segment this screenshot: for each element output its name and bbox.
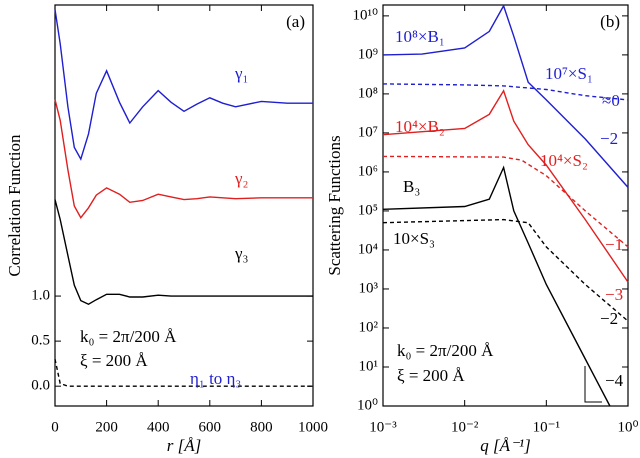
series-line <box>382 165 611 407</box>
x-tick-label: 10⁻² <box>451 419 479 435</box>
series-label: 10×S₃ <box>393 229 435 248</box>
series-line <box>54 358 313 387</box>
x-tick-label: 10⁻³ <box>369 419 397 435</box>
y-tick-label: 1.0 <box>31 288 50 304</box>
y-tick-label: 10⁶ <box>358 163 378 179</box>
annotation: −3 <box>605 285 623 304</box>
y-tick-label: 10⁹ <box>358 46 378 62</box>
series-label: B₃ <box>403 177 420 196</box>
y-axis-title: Scattering Functions <box>325 135 344 275</box>
y-tick-label: 10¹ <box>359 358 379 374</box>
y-tick-label: 10² <box>359 319 379 335</box>
x-tick-label: 10⁰ <box>617 419 638 435</box>
x-tick-label: 200 <box>95 419 118 435</box>
x-tick-label: 1000 <box>298 419 328 435</box>
series-label: γ₂ <box>234 169 248 188</box>
annotation: k₀ = 2π/200 Å <box>397 341 494 360</box>
series-line <box>54 199 313 305</box>
annotation: −4 <box>605 371 624 390</box>
y-tick-label: 10⁸ <box>358 85 378 101</box>
y-tick-label: 10⁷ <box>358 124 378 140</box>
annotation: ξ = 200 Å <box>397 366 465 385</box>
annotation: k₀ = 2π/200 Å <box>80 327 177 346</box>
series-line <box>382 155 629 248</box>
series-label: γ₁ <box>234 64 248 83</box>
y-tick-label: 0.5 <box>31 333 50 349</box>
series-label: γ₃ <box>234 244 249 263</box>
series-label: 10⁴×B₂ <box>395 117 445 136</box>
y-tick-label: 0.0 <box>31 378 50 394</box>
series-label: 10⁴×S₂ <box>540 151 588 170</box>
x-axis-title: r [Å] <box>167 436 201 455</box>
series-label: 10⁷×S₁ <box>545 64 593 83</box>
series-label: η₁ to η₃ <box>190 369 241 388</box>
y-axis-title: Correlation Function <box>5 134 24 277</box>
x-tick-label: 800 <box>250 419 273 435</box>
series-line <box>382 4 629 188</box>
series-line <box>54 9 313 161</box>
x-tick-label: 400 <box>147 419 170 435</box>
panel-label: (b) <box>600 12 620 31</box>
series-line <box>382 83 629 101</box>
x-tick-label: 0 <box>51 419 59 435</box>
x-axis-title: q [Å⁻¹] <box>480 436 530 455</box>
panel-label: (a) <box>286 12 305 31</box>
y-tick-label: 10⁴ <box>358 241 378 257</box>
plot-frame <box>382 4 629 407</box>
series-line <box>382 218 629 322</box>
slope-triangle <box>584 366 602 403</box>
y-tick-label: 10³ <box>359 280 379 296</box>
annotation: ξ = 200 Å <box>80 351 148 370</box>
annotation: −2 <box>600 309 618 328</box>
annotation: ≈0 <box>602 91 620 110</box>
y-tick-label: 10¹⁰ <box>352 7 378 23</box>
series-line <box>382 89 629 283</box>
series-label: 10⁸×B₁ <box>395 27 445 46</box>
x-tick-label: 10⁻¹ <box>533 419 560 435</box>
annotation: −2 <box>600 129 618 148</box>
y-tick-label: 10⁰ <box>357 397 378 413</box>
plot-frame <box>54 4 314 407</box>
y-tick-label: 10⁵ <box>358 202 378 218</box>
x-tick-label: 600 <box>199 419 222 435</box>
series-line <box>54 99 313 219</box>
annotation: −1 <box>605 235 623 254</box>
